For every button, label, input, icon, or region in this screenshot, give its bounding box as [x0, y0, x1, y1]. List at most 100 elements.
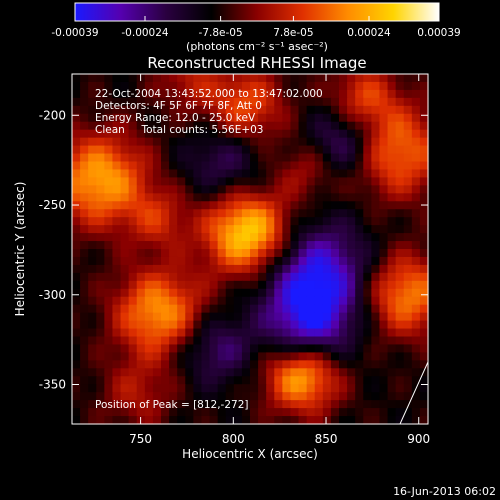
heatmap-cell: [282, 105, 292, 115]
heatmap-cell: [371, 400, 381, 409]
heatmap-cell: [419, 352, 429, 361]
heatmap-cell: [258, 264, 267, 274]
heatmap-cell: [298, 153, 308, 163]
heatmap-cell: [411, 392, 421, 401]
heatmap-cell: [339, 320, 348, 330]
heatmap-cell: [363, 74, 372, 83]
heatmap-cell: [266, 193, 275, 202]
heatmap-cell: [330, 161, 340, 171]
heatmap-cell: [330, 97, 340, 107]
heatmap-cell: [347, 328, 356, 338]
heatmap-cell: [282, 161, 292, 171]
heatmap-cell: [185, 129, 194, 139]
heatmap-cell: [403, 105, 413, 115]
heatmap-cell: [379, 376, 389, 385]
heatmap-cell: [72, 328, 81, 338]
heatmap-cell: [161, 352, 170, 361]
heatmap-cell: [104, 288, 114, 298]
heatmap-cell: [282, 217, 292, 226]
heatmap-cell: [88, 328, 97, 338]
heatmap-cell: [112, 225, 122, 234]
heatmap-cell: [258, 137, 267, 147]
heatmap-cell: [411, 74, 421, 83]
heatmap-cell: [152, 288, 162, 298]
heatmap-cell: [152, 209, 162, 218]
heatmap-cell: [330, 272, 340, 282]
heatmap-cell: [314, 360, 324, 369]
heatmap-cell: [322, 129, 332, 139]
heatmap-cell: [411, 376, 421, 385]
heatmap-cell: [169, 280, 178, 290]
heatmap-cell: [387, 137, 397, 147]
heatmap-cell: [411, 272, 421, 282]
heatmap-cell: [282, 89, 292, 99]
heatmap-cell: [144, 304, 154, 314]
heatmap-cell: [379, 336, 389, 346]
heatmap-cell: [314, 328, 324, 338]
heatmap-cell: [112, 304, 122, 314]
heatmap-cell: [104, 97, 114, 107]
heatmap-cell: [371, 89, 381, 99]
colorbar-tick-label: -0.00039: [51, 27, 98, 39]
heatmap-cell: [201, 241, 211, 250]
heatmap-cell: [104, 129, 114, 139]
heatmap-cell: [161, 105, 170, 115]
heatmap-cell: [339, 97, 348, 107]
heatmap-cell: [379, 272, 389, 282]
heatmap-cell: [217, 352, 227, 361]
heatmap-cell: [274, 217, 283, 226]
heatmap-cell: [136, 384, 146, 393]
heatmap-cell: [250, 137, 259, 147]
heatmap-cell: [330, 264, 340, 274]
heatmap-cell: [339, 129, 348, 139]
heatmap-cell: [371, 328, 381, 338]
heatmap-cell: [411, 249, 421, 258]
heatmap-cell: [419, 408, 429, 417]
heatmap-cell: [209, 336, 219, 346]
heatmap-cell: [258, 121, 267, 131]
heatmap-cell: [274, 169, 283, 178]
heatmap-cell: [395, 416, 405, 425]
heatmap-cell: [72, 360, 81, 369]
heatmap-cell: [225, 360, 235, 369]
heatmap-cell: [128, 74, 138, 83]
heatmap-cell: [241, 416, 251, 425]
heatmap-cell: [88, 336, 97, 346]
heatmap-cell: [419, 193, 429, 202]
heatmap-cell: [144, 177, 154, 186]
heatmap-cell: [161, 201, 170, 210]
heatmap-cell: [217, 408, 227, 417]
heatmap-cell: [379, 137, 389, 147]
heatmap-cell: [209, 121, 219, 131]
heatmap-cell: [233, 97, 243, 107]
heatmap-cell: [88, 296, 97, 306]
heatmap-cell: [209, 392, 219, 401]
heatmap-cell: [104, 249, 114, 258]
heatmap-cell: [314, 280, 324, 290]
heatmap-cell: [112, 241, 122, 250]
heatmap-cell: [80, 233, 89, 242]
heatmap-cell: [363, 209, 372, 218]
heatmap-cell: [379, 177, 389, 186]
heatmap-cell: [169, 97, 178, 107]
heatmap-cell: [347, 400, 356, 409]
heatmap-cell: [355, 336, 364, 346]
heatmap-cell: [120, 280, 130, 290]
heatmap-cell: [72, 121, 81, 131]
heatmap-cell: [193, 408, 203, 417]
heatmap-cell: [152, 169, 162, 178]
heatmap-cell: [201, 193, 211, 202]
heatmap-cell: [120, 288, 130, 298]
heatmap-cell: [387, 384, 397, 393]
heatmap-cell: [395, 288, 405, 298]
heatmap-cell: [161, 400, 170, 409]
heatmap-cell: [419, 264, 429, 274]
heatmap-cell: [136, 105, 146, 115]
heatmap-cell: [201, 113, 211, 123]
heatmap-cell: [355, 312, 364, 322]
heatmap-cell: [201, 336, 211, 346]
heatmap-cell: [225, 384, 235, 393]
heatmap-cell: [80, 185, 89, 194]
heatmap-cell: [266, 408, 275, 417]
